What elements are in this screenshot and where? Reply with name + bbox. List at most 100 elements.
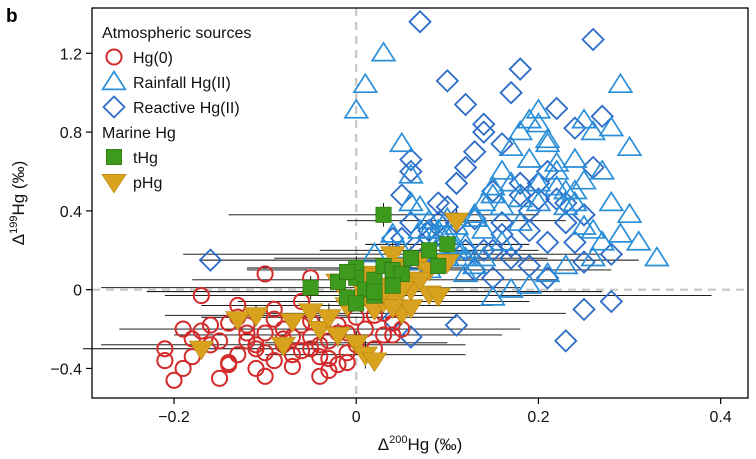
legend-swatch [105, 48, 123, 66]
data-point [470, 218, 497, 239]
data-point [247, 336, 265, 354]
data-point [238, 324, 256, 342]
data-point [607, 72, 634, 94]
data-point [156, 340, 174, 358]
data-point [201, 316, 220, 334]
y-axis-title: Δ199Hg (‰) [8, 161, 28, 246]
y-axis-title-suffix: Hg (‰) [9, 161, 28, 216]
data-point [398, 190, 424, 212]
data-point [607, 222, 634, 243]
data-point [265, 310, 283, 328]
data-point [425, 287, 451, 308]
data-point [361, 352, 388, 373]
data-point [552, 253, 579, 275]
data-point [452, 246, 479, 267]
data-point [543, 159, 570, 180]
data-point [580, 218, 606, 239]
data-point [174, 320, 192, 338]
data-point [480, 175, 506, 196]
data-point [461, 253, 488, 275]
x-tick-label: 0.4 [710, 409, 732, 426]
y-tick-label: 0.4 [60, 204, 82, 221]
series-rainfall-hg-ii [343, 41, 670, 306]
data-point [499, 80, 523, 105]
legend-swatch [101, 69, 127, 91]
data-point [581, 27, 605, 52]
data-point [616, 135, 643, 157]
legend-group-title: Marine Hg [102, 125, 176, 142]
data-point [543, 151, 570, 172]
data-point [470, 190, 497, 212]
panel-label: b [6, 6, 18, 27]
data-point [535, 230, 560, 255]
legend-entry-label: Reactive Hg(II) [133, 100, 240, 117]
data-point [572, 203, 596, 227]
data-point [292, 292, 311, 311]
legend-entry-label: Hg(0) [133, 50, 173, 67]
legend-entry-label: Rainfall Hg(II) [133, 75, 231, 92]
data-point [338, 353, 356, 372]
data-point [589, 230, 616, 251]
data-point [370, 41, 397, 62]
data-point [508, 57, 532, 81]
legend-entry-label: pHg [133, 175, 162, 192]
data-point [316, 309, 342, 329]
data-point [325, 326, 351, 347]
data-point [210, 332, 229, 350]
data-point [435, 69, 460, 93]
data-point [220, 353, 238, 372]
data-point [472, 238, 496, 263]
legend-swatch [102, 95, 126, 119]
data-point [407, 218, 433, 239]
data-point [399, 147, 423, 172]
data-point [544, 96, 569, 121]
data-point [563, 116, 587, 140]
data-point [572, 250, 596, 274]
data-point [554, 329, 578, 353]
data-point [552, 194, 579, 216]
data-point [453, 92, 478, 117]
data-point [307, 321, 333, 341]
data-point [343, 334, 369, 355]
data-point [507, 186, 534, 208]
data-point [598, 116, 625, 137]
data-point [174, 359, 192, 378]
data-point [535, 266, 560, 290]
data-point [534, 127, 561, 149]
y-tick-label: 0 [73, 283, 82, 300]
legend-group-title: Atmospheric sources [102, 25, 251, 42]
data-point [507, 210, 534, 231]
data-point [247, 359, 265, 378]
data-point [374, 326, 393, 344]
data-point [499, 234, 523, 259]
x-axis-title-prefix: Δ [378, 435, 389, 454]
data-point [599, 242, 624, 266]
data-point [571, 169, 597, 190]
data-point [156, 352, 174, 370]
x-axis-title-suffix: Hg (‰) [407, 435, 462, 454]
data-point [472, 112, 496, 136]
data-point [616, 202, 643, 224]
data-point [444, 313, 469, 337]
data-point [462, 140, 487, 164]
plot-frame [91, 7, 749, 399]
y-axis-title-superscript: 199 [8, 216, 20, 234]
data-point [572, 297, 596, 322]
y-axis-title-prefix: Δ [9, 234, 28, 245]
data-point [320, 361, 338, 379]
legend-entry-label: tHg [133, 150, 158, 167]
data-point [525, 190, 552, 212]
data-point [361, 242, 388, 263]
axis-ticks: −0.2 0 0.2 0.4 −0.4 0 0.4 0.8 1.2 [50, 46, 731, 426]
data-point [399, 325, 423, 349]
data-point [489, 230, 515, 251]
data-point [498, 277, 524, 298]
data-point [283, 346, 302, 364]
data-point [343, 98, 370, 119]
data-point [320, 350, 338, 368]
x-tick-label: 0.2 [527, 409, 549, 426]
legend-swatch [106, 149, 123, 166]
data-point [210, 369, 229, 387]
data-point [598, 190, 625, 212]
data-point [256, 344, 274, 362]
